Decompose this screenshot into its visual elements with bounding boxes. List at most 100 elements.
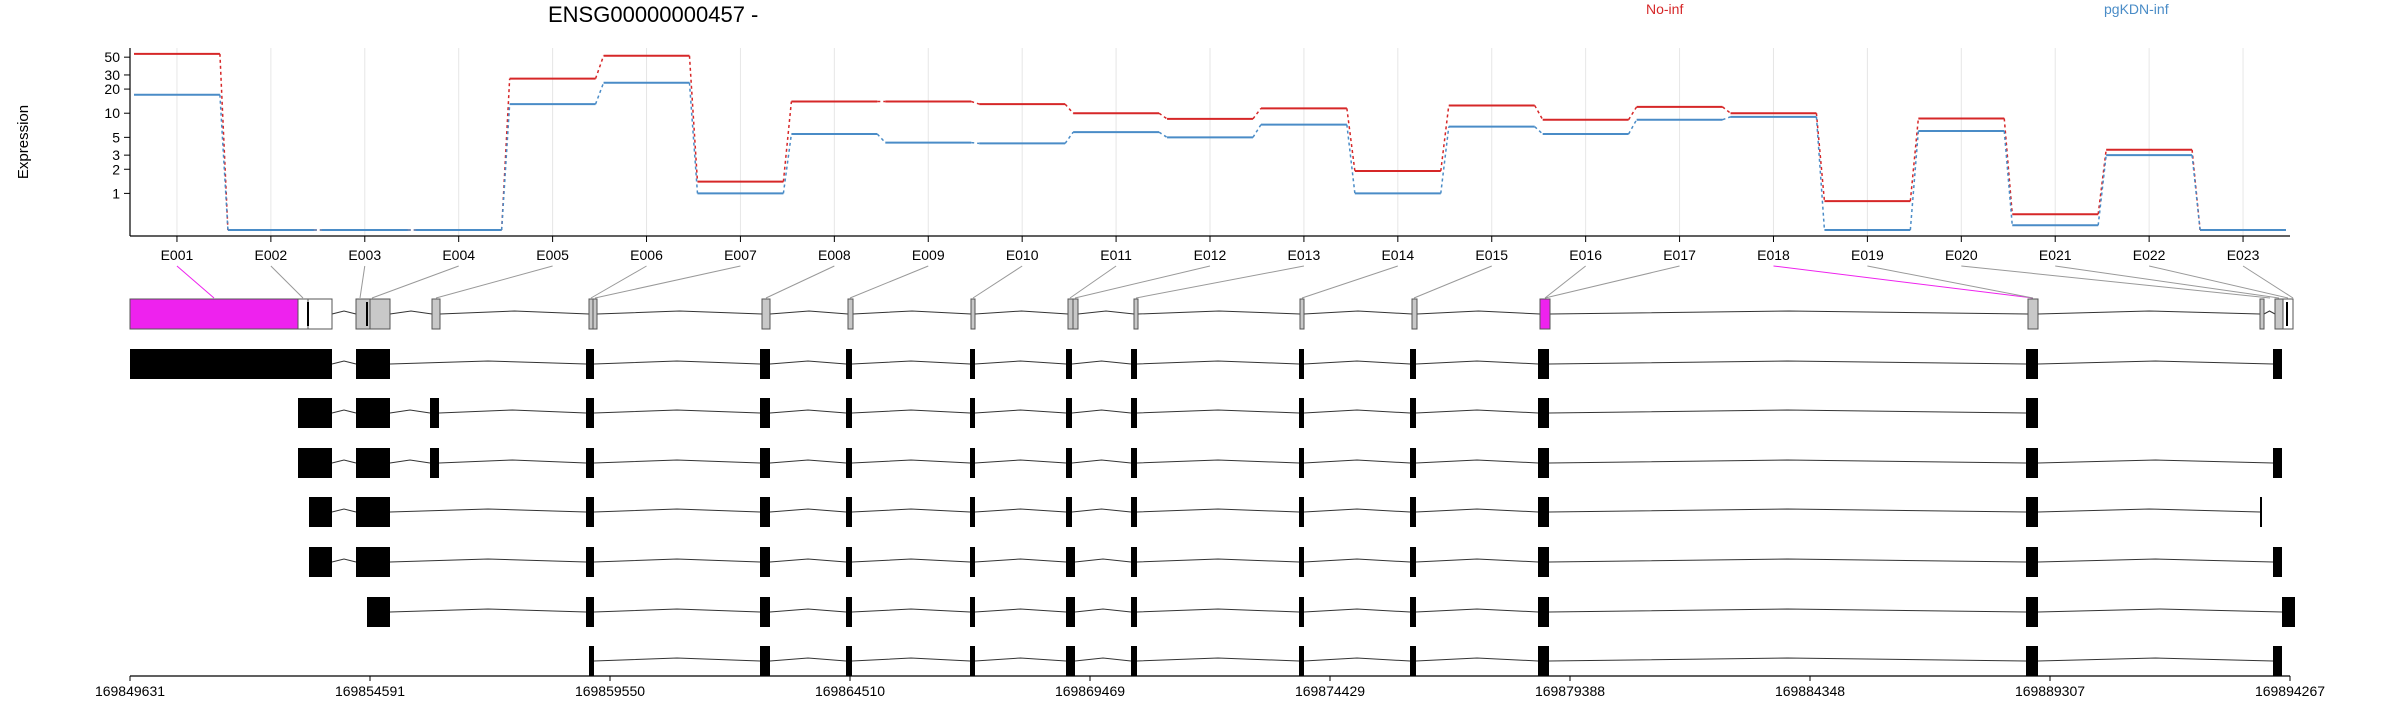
x-tick-label: E019: [1851, 247, 1884, 263]
gene-exon: [129, 298, 299, 330]
transcript-exon: [586, 448, 594, 478]
transcript-intron: [769, 657, 847, 662]
transcript-intron: [2037, 608, 2283, 613]
transcript-exon: [1299, 349, 1304, 379]
exon-connector: [176, 265, 215, 299]
transcript-intron: [1136, 459, 1300, 464]
transcript-exon: [846, 398, 852, 428]
series-connector: [1722, 106, 1731, 114]
transcript-exon: [760, 398, 770, 428]
gene-exon: [2274, 298, 2284, 330]
transcript-intron: [331, 558, 357, 563]
series-connector: [1815, 113, 1826, 202]
transcript-exon: [2026, 448, 2038, 478]
transcript-exon: [2273, 349, 2282, 379]
transcript-intron: [593, 508, 761, 513]
genomic-tick-label: 169889307: [2015, 683, 2085, 699]
transcript-intron: [1136, 608, 1300, 613]
exon-connector: [371, 265, 459, 299]
transcript-intron: [1071, 508, 1132, 513]
gene-exon: [297, 298, 309, 330]
transcript-intron: [1303, 360, 1411, 365]
exon-connector: [1867, 265, 2034, 299]
x-tick-label: E004: [442, 247, 475, 263]
series-connector: [2097, 149, 2107, 215]
transcript-exon: [356, 547, 390, 577]
transcript-exon: [1066, 646, 1075, 676]
transcript-intron: [2037, 558, 2274, 563]
exon-connector: [435, 265, 553, 299]
series-connector: [1440, 126, 1450, 194]
exon-connector: [1069, 265, 1117, 299]
transcript-exon: [1538, 448, 1549, 478]
transcript-intron: [593, 459, 761, 464]
transcript-intron: [593, 608, 761, 613]
transcript-intron: [1548, 409, 2027, 414]
gene-exon: [1067, 298, 1074, 330]
transcript-exon: [970, 398, 975, 428]
transcript-exon: [760, 448, 770, 478]
x-tick-label: E008: [818, 247, 851, 263]
transcript-exon: [2282, 597, 2295, 627]
y-tick-label: 10: [104, 105, 120, 121]
exon-connector: [1544, 265, 1680, 299]
x-tick-label: E010: [1006, 247, 1039, 263]
transcript-intron: [769, 508, 847, 513]
x-tick-label: E022: [2133, 247, 2166, 263]
transcript-exon: [1538, 398, 1549, 428]
x-tick-label: E018: [1757, 247, 1790, 263]
genomic-tick-label: 169859550: [575, 683, 645, 699]
transcript-intron: [1303, 409, 1411, 414]
transcript-exon: [1538, 646, 1549, 676]
transcript-exon: [2273, 448, 2282, 478]
transcript-intron: [1548, 608, 2027, 613]
exon-connector: [594, 265, 741, 299]
genomic-tick-label: 169884348: [1775, 683, 1845, 699]
x-tick-label: E017: [1663, 247, 1696, 263]
transcript-intron: [2037, 657, 2274, 662]
transcript-intron: [769, 558, 847, 563]
transcript-intron: [851, 608, 971, 613]
transcript-intron: [1136, 657, 1300, 662]
transcript-intron: [2037, 459, 2274, 464]
transcript-exon: [1066, 547, 1075, 577]
transcript-1: [130, 349, 2282, 379]
series-connector: [1722, 116, 1731, 121]
transcript-exon: [1066, 398, 1072, 428]
exon-connector: [1301, 265, 1398, 299]
transcript-exon: [760, 547, 770, 577]
transcript-exon: [970, 646, 975, 676]
gene-exon: [847, 298, 854, 330]
transcript-intron: [1136, 508, 1300, 513]
gene-intron: [596, 310, 763, 315]
y-tick-label: 50: [104, 49, 120, 65]
transcript-intron: [438, 459, 587, 464]
transcript-intron: [1074, 657, 1132, 662]
transcript-intron: [389, 608, 587, 613]
y-tick-label: 1: [112, 185, 120, 201]
transcript-intron: [974, 608, 1067, 613]
transcript-exon: [2260, 497, 2262, 527]
series-connector: [1815, 116, 1826, 231]
transcript-intron: [1415, 657, 1539, 662]
gene-intron: [1077, 310, 1135, 315]
transcript-intron: [1136, 360, 1300, 365]
transcript-exon: [430, 398, 439, 428]
transcript-intron: [389, 409, 431, 414]
series-connector: [1158, 112, 1168, 120]
transcript-exon: [970, 497, 975, 527]
transcript-intron: [1415, 608, 1539, 613]
transcript-intron: [1074, 558, 1132, 563]
x-tick-label: E014: [1381, 247, 1414, 263]
transcript-exon: [846, 448, 852, 478]
gene-exon: [307, 298, 333, 330]
transcript-exon: [586, 398, 594, 428]
transcript-exon: [309, 497, 332, 527]
x-tick-label: E016: [1569, 247, 1602, 263]
y-tick-label: 2: [112, 161, 120, 177]
transcript-exon: [356, 349, 390, 379]
transcript-exon: [1299, 497, 1304, 527]
transcript-exon: [2026, 349, 2038, 379]
transcript-5: [309, 547, 2282, 577]
